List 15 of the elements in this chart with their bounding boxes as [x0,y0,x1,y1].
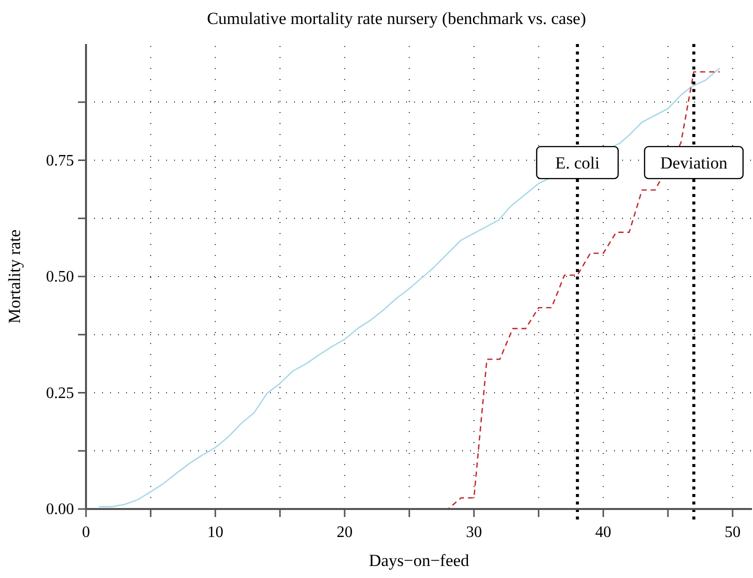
x-tick-label: 50 [724,524,741,541]
y-tick-label: 0.50 [46,268,74,286]
x-tick-label: 40 [595,524,612,541]
x-tick-label: 10 [207,524,224,541]
y-tick-label: 0.75 [46,152,74,170]
y-tick-label: 0.00 [46,501,74,518]
ref-line-label: Deviation [660,154,728,173]
x-tick-label: 30 [466,524,482,541]
x-axis-title: Days−on−feed [368,551,470,570]
chart-title: Cumulative mortality rate nursery (benchmark vs. case) [206,9,586,28]
x-tick-label: 0 [82,524,90,541]
x-tick-label: 20 [336,524,353,541]
y-tick-label: 0.25 [46,384,74,402]
ref-line-label: E. coli [555,154,600,173]
y-axis-title: Mortality rate [5,230,24,324]
